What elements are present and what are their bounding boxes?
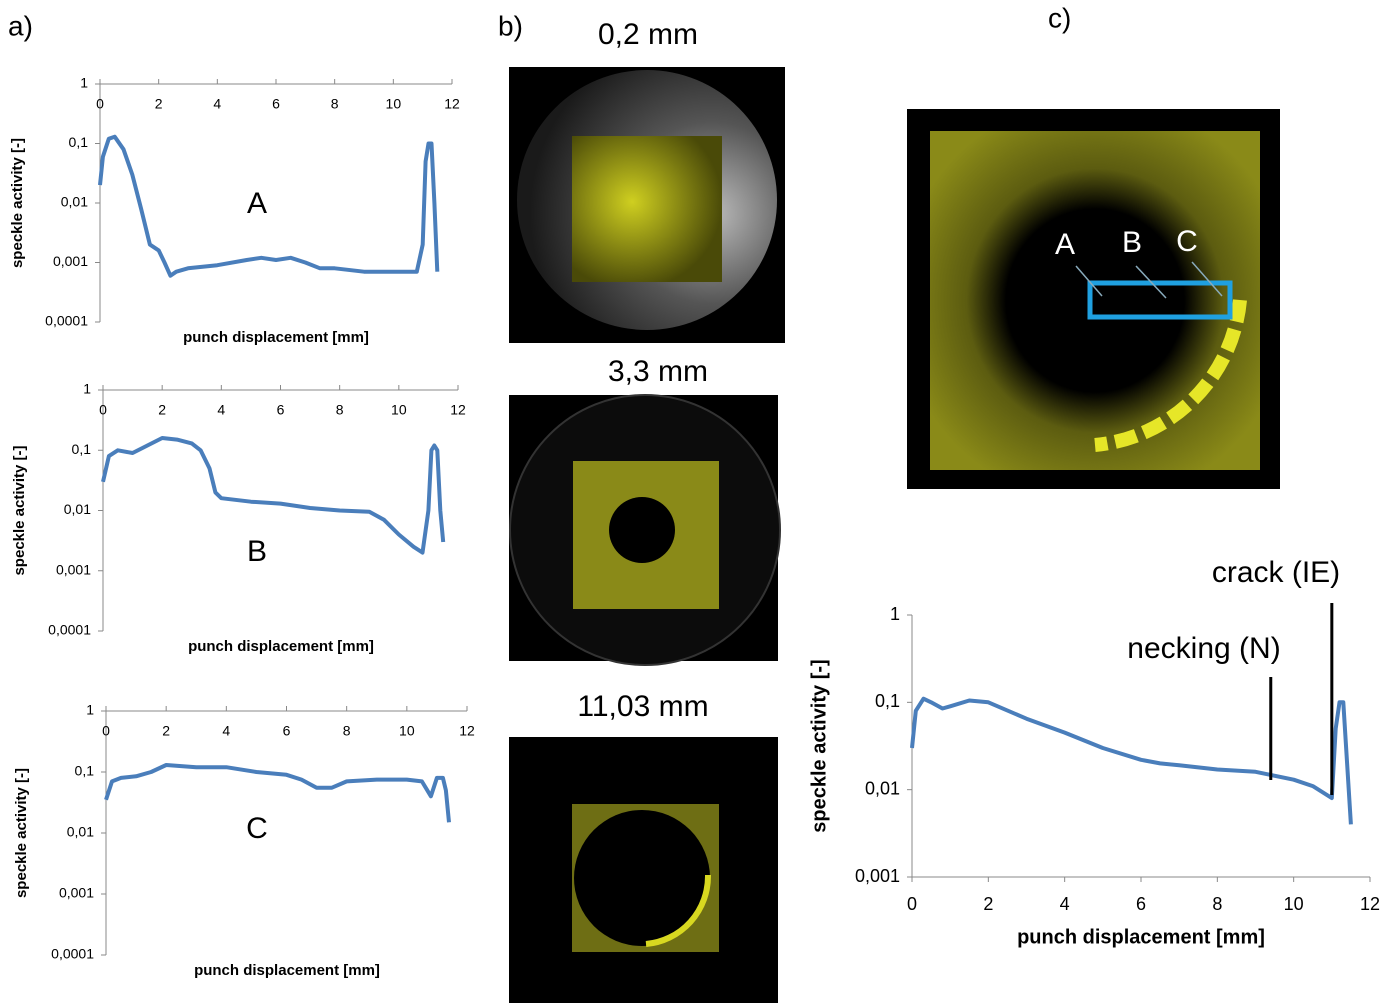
x-tick-label: 12	[1360, 894, 1380, 914]
x-tick-label: 10	[399, 723, 415, 739]
y-tick-label: 0,1	[75, 763, 95, 779]
image-title: 3,3 mm	[608, 355, 708, 388]
x-axis-label: punch displacement [mm]	[183, 329, 369, 346]
region-label: A	[1055, 228, 1075, 261]
y-tick-label: 0,01	[67, 824, 94, 840]
panel-label: a)	[8, 10, 33, 41]
y-tick-label: 0,1	[69, 134, 89, 150]
y-tick-label: 1	[890, 604, 900, 624]
heatmap-image	[907, 109, 1280, 489]
x-tick-label: 0	[99, 402, 107, 418]
x-tick-label: 8	[343, 723, 351, 739]
x-tick-label: 2	[158, 402, 166, 418]
panel-label: b)	[498, 10, 523, 41]
x-tick-label: 12	[450, 402, 466, 418]
x-tick-label: 8	[331, 96, 339, 112]
x-tick-label: 12	[444, 96, 460, 112]
y-tick-label: 0,1	[72, 441, 92, 457]
x-tick-label: 4	[222, 723, 230, 739]
curve-label: B	[247, 535, 267, 568]
image-title: 11,03 mm	[577, 690, 708, 723]
curve-label: A	[247, 187, 267, 220]
image-title: 0,2 mm	[598, 18, 698, 51]
curve-label: C	[246, 812, 268, 845]
y-tick-label: 0,001	[53, 253, 88, 269]
y-tick-label: 0,001	[855, 866, 900, 886]
x-axis-label: punch displacement [mm]	[188, 638, 374, 655]
speckle-image	[509, 67, 785, 343]
y-tick-label: 0,1	[875, 691, 900, 711]
x-tick-label: 12	[459, 723, 475, 739]
y-tick-label: 0,001	[56, 561, 91, 577]
data-line	[98, 134, 440, 278]
x-tick-label: 6	[283, 723, 291, 739]
x-tick-label: 4	[1060, 894, 1070, 914]
data-line	[101, 436, 446, 555]
y-axis-label: speckle activity [-]	[11, 445, 28, 575]
x-tick-label: 8	[336, 402, 344, 418]
speckle-image	[509, 737, 778, 1003]
x-tick-label: 6	[272, 96, 280, 112]
y-tick-label: 0,0001	[45, 313, 88, 329]
y-axis-label: speckle activity [-]	[13, 768, 30, 898]
x-tick-label: 10	[1284, 894, 1304, 914]
y-tick-label: 0,01	[64, 501, 91, 517]
x-tick-label: 0	[102, 723, 110, 739]
data-line	[910, 696, 1353, 825]
x-tick-label: 6	[1136, 894, 1146, 914]
x-tick-label: 10	[386, 96, 402, 112]
annotation-text: necking (N)	[1127, 632, 1280, 665]
y-tick-label: 0,0001	[51, 946, 94, 962]
y-tick-label: 0,01	[865, 778, 900, 798]
x-tick-label: 2	[983, 894, 993, 914]
data-line	[104, 763, 451, 823]
y-tick-label: 0,0001	[48, 622, 91, 638]
annotation-text: crack (IE)	[1212, 556, 1340, 589]
panel-label: c)	[1048, 2, 1071, 33]
y-tick-label: 0,001	[59, 885, 94, 901]
region-label: C	[1176, 225, 1198, 258]
x-tick-label: 8	[1212, 894, 1222, 914]
y-tick-label: 1	[83, 381, 91, 397]
x-axis-label: punch displacement [mm]	[1017, 926, 1265, 948]
y-axis-label: speckle activity [-]	[9, 138, 26, 268]
x-tick-label: 2	[155, 96, 163, 112]
x-tick-label: 4	[217, 402, 225, 418]
speckle-image	[509, 394, 781, 666]
x-axis-label: punch displacement [mm]	[194, 962, 380, 979]
x-tick-label: 2	[162, 723, 170, 739]
region-label: B	[1122, 226, 1142, 259]
y-tick-label: 1	[80, 75, 88, 91]
x-tick-label: 10	[391, 402, 407, 418]
y-tick-label: 1	[86, 702, 94, 718]
x-tick-label: 0	[907, 894, 917, 914]
x-tick-label: 4	[213, 96, 221, 112]
x-tick-label: 6	[277, 402, 285, 418]
x-tick-label: 0	[96, 96, 104, 112]
y-tick-label: 0,01	[61, 194, 88, 210]
y-axis-label: speckle activity [-]	[808, 659, 830, 832]
